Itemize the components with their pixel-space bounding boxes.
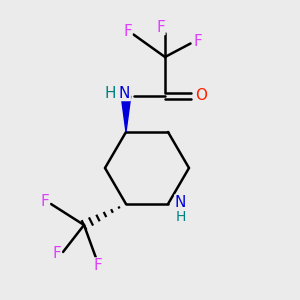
Text: F: F [156,20,165,34]
Text: H: H [105,85,116,100]
Text: F: F [194,34,202,50]
Text: F: F [93,258,102,273]
Text: F: F [40,194,50,208]
Text: O: O [195,88,207,104]
Polygon shape [121,96,131,132]
Text: N: N [119,85,130,100]
Text: F: F [52,246,62,261]
Text: F: F [123,24,132,39]
Text: H: H [176,210,186,224]
Text: N: N [175,195,186,210]
